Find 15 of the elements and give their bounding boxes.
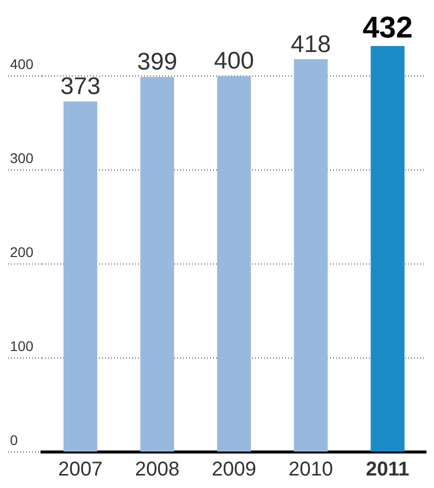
data-label: 432: [362, 11, 413, 44]
x-tick-label: 2007: [58, 458, 103, 481]
data-label: 400: [214, 48, 254, 75]
y-tick-label: 400: [10, 56, 34, 72]
data-label: 373: [60, 73, 100, 100]
x-tick-label: 2011: [366, 458, 410, 481]
y-tick-label: 100: [10, 338, 34, 354]
data-label: 399: [137, 48, 178, 76]
data-label: 418: [290, 30, 331, 58]
x-tick-label: 2009: [212, 458, 256, 481]
x-tick-label: 2010: [288, 458, 334, 481]
y-tick-label: 300: [10, 150, 34, 166]
x-tick-label: 2008: [134, 458, 180, 481]
y-tick-label: 200: [10, 244, 34, 260]
y-tick-label: 0: [10, 432, 18, 448]
